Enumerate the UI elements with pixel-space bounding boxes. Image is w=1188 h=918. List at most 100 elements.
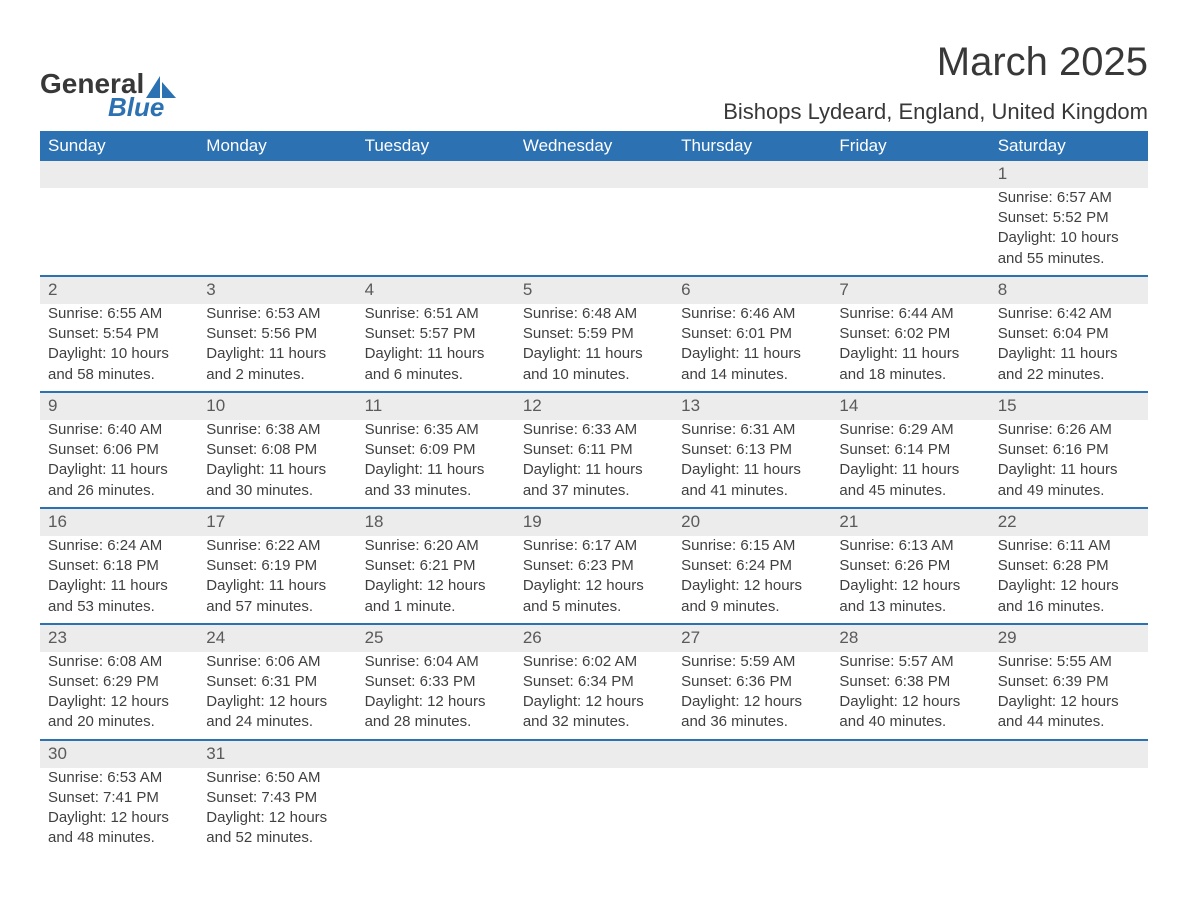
day-sunrise: Sunrise: 6:04 AM [365, 652, 507, 672]
day-sunset: Sunset: 5:52 PM [998, 208, 1140, 228]
day-sunset: Sunset: 5:59 PM [523, 324, 665, 344]
day-detail-cell: Sunrise: 5:59 AMSunset: 6:36 PMDaylight:… [673, 652, 831, 740]
day-number-cell: 29 [990, 624, 1148, 652]
day-detail-cell [198, 188, 356, 276]
day-day1: Daylight: 11 hours [523, 460, 665, 480]
day-detail-cell: Sunrise: 6:08 AMSunset: 6:29 PMDaylight:… [40, 652, 198, 740]
day-detail-cell [515, 768, 673, 855]
day-sunrise: Sunrise: 6:26 AM [998, 420, 1140, 440]
day-detail-cell: Sunrise: 6:26 AMSunset: 6:16 PMDaylight:… [990, 420, 1148, 508]
day-day1: Daylight: 12 hours [523, 692, 665, 712]
day-sunset: Sunset: 6:39 PM [998, 672, 1140, 692]
day-day1: Daylight: 11 hours [48, 576, 190, 596]
day-detail-cell [990, 768, 1148, 855]
day-number-cell [515, 161, 673, 188]
day-detail-cell: Sunrise: 6:40 AMSunset: 6:06 PMDaylight:… [40, 420, 198, 508]
day-number-cell [673, 740, 831, 768]
day-number-cell: 17 [198, 508, 356, 536]
day-detail-cell [357, 188, 515, 276]
day-sunrise: Sunrise: 6:17 AM [523, 536, 665, 556]
day-sunset: Sunset: 6:31 PM [206, 672, 348, 692]
day-detail-cell: Sunrise: 6:53 AMSunset: 7:41 PMDaylight:… [40, 768, 198, 855]
day-day2: and 5 minutes. [523, 597, 665, 617]
day-sunset: Sunset: 6:18 PM [48, 556, 190, 576]
day-sunrise: Sunrise: 6:29 AM [839, 420, 981, 440]
day-day1: Daylight: 12 hours [523, 576, 665, 596]
day-day2: and 37 minutes. [523, 481, 665, 501]
day-sunset: Sunset: 6:13 PM [681, 440, 823, 460]
detail-row: Sunrise: 6:08 AMSunset: 6:29 PMDaylight:… [40, 652, 1148, 740]
day-day2: and 13 minutes. [839, 597, 981, 617]
daynum-row: 16171819202122 [40, 508, 1148, 536]
day-day2: and 55 minutes. [998, 249, 1140, 269]
day-number-cell: 9 [40, 392, 198, 420]
day-detail-cell: Sunrise: 6:55 AMSunset: 5:54 PMDaylight:… [40, 304, 198, 392]
day-day2: and 53 minutes. [48, 597, 190, 617]
daynum-row: 9101112131415 [40, 392, 1148, 420]
logo: General Blue [40, 40, 176, 120]
day-day1: Daylight: 12 hours [365, 692, 507, 712]
day-number-cell: 21 [831, 508, 989, 536]
day-sunset: Sunset: 6:09 PM [365, 440, 507, 460]
day-sunrise: Sunrise: 6:42 AM [998, 304, 1140, 324]
day-detail-cell: Sunrise: 6:57 AMSunset: 5:52 PMDaylight:… [990, 188, 1148, 276]
day-sunset: Sunset: 6:26 PM [839, 556, 981, 576]
day-number-cell: 1 [990, 161, 1148, 188]
day-sunrise: Sunrise: 6:38 AM [206, 420, 348, 440]
day-number-cell: 2 [40, 276, 198, 304]
day-day1: Daylight: 12 hours [839, 576, 981, 596]
day-number-cell: 19 [515, 508, 673, 536]
day-detail-cell: Sunrise: 5:57 AMSunset: 6:38 PMDaylight:… [831, 652, 989, 740]
day-sunset: Sunset: 6:38 PM [839, 672, 981, 692]
day-sunrise: Sunrise: 6:22 AM [206, 536, 348, 556]
day-number-cell: 18 [357, 508, 515, 536]
weekday-header: Monday [198, 131, 356, 161]
day-detail-cell [673, 188, 831, 276]
day-detail-cell: Sunrise: 6:13 AMSunset: 6:26 PMDaylight:… [831, 536, 989, 624]
day-day2: and 36 minutes. [681, 712, 823, 732]
day-detail-cell: Sunrise: 6:48 AMSunset: 5:59 PMDaylight:… [515, 304, 673, 392]
day-sunset: Sunset: 6:11 PM [523, 440, 665, 460]
day-detail-cell: Sunrise: 6:17 AMSunset: 6:23 PMDaylight:… [515, 536, 673, 624]
day-detail-cell: Sunrise: 6:02 AMSunset: 6:34 PMDaylight:… [515, 652, 673, 740]
day-detail-cell: Sunrise: 6:44 AMSunset: 6:02 PMDaylight:… [831, 304, 989, 392]
weekday-header: Sunday [40, 131, 198, 161]
day-day1: Daylight: 11 hours [839, 344, 981, 364]
day-detail-cell: Sunrise: 6:42 AMSunset: 6:04 PMDaylight:… [990, 304, 1148, 392]
logo-text-bottom: Blue [108, 94, 176, 120]
day-detail-cell [357, 768, 515, 855]
day-day2: and 2 minutes. [206, 365, 348, 385]
day-day1: Daylight: 12 hours [48, 692, 190, 712]
day-number-cell [831, 161, 989, 188]
weekday-header: Saturday [990, 131, 1148, 161]
daynum-row: 1 [40, 161, 1148, 188]
day-day1: Daylight: 12 hours [206, 692, 348, 712]
day-day1: Daylight: 11 hours [839, 460, 981, 480]
day-number-cell: 27 [673, 624, 831, 652]
weekday-row: SundayMondayTuesdayWednesdayThursdayFrid… [40, 131, 1148, 161]
day-day1: Daylight: 12 hours [681, 692, 823, 712]
day-sunset: Sunset: 6:04 PM [998, 324, 1140, 344]
day-day1: Daylight: 11 hours [365, 344, 507, 364]
day-sunrise: Sunrise: 6:53 AM [206, 304, 348, 324]
day-sunset: Sunset: 6:19 PM [206, 556, 348, 576]
day-sunrise: Sunrise: 6:02 AM [523, 652, 665, 672]
day-sunrise: Sunrise: 6:35 AM [365, 420, 507, 440]
day-sunrise: Sunrise: 6:40 AM [48, 420, 190, 440]
day-sunset: Sunset: 6:16 PM [998, 440, 1140, 460]
day-day1: Daylight: 11 hours [206, 576, 348, 596]
day-day2: and 24 minutes. [206, 712, 348, 732]
day-sunset: Sunset: 6:21 PM [365, 556, 507, 576]
calendar-table: SundayMondayTuesdayWednesdayThursdayFrid… [40, 131, 1148, 855]
day-sunset: Sunset: 6:01 PM [681, 324, 823, 344]
day-day2: and 49 minutes. [998, 481, 1140, 501]
daynum-row: 23242526272829 [40, 624, 1148, 652]
day-detail-cell [831, 188, 989, 276]
day-day2: and 9 minutes. [681, 597, 823, 617]
day-day1: Daylight: 12 hours [998, 692, 1140, 712]
day-detail-cell: Sunrise: 6:20 AMSunset: 6:21 PMDaylight:… [357, 536, 515, 624]
day-detail-cell: Sunrise: 6:33 AMSunset: 6:11 PMDaylight:… [515, 420, 673, 508]
day-sunrise: Sunrise: 6:20 AM [365, 536, 507, 556]
day-day1: Daylight: 11 hours [681, 460, 823, 480]
day-day2: and 16 minutes. [998, 597, 1140, 617]
